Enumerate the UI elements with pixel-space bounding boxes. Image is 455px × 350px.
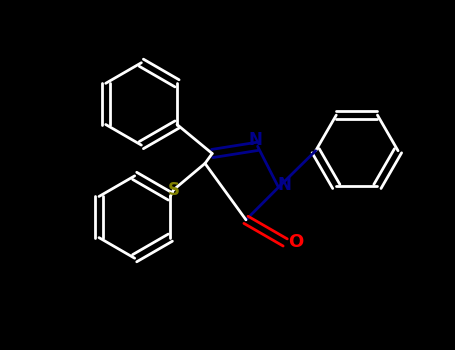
Text: N: N bbox=[248, 131, 263, 149]
Text: O: O bbox=[288, 233, 303, 251]
Text: N: N bbox=[278, 176, 292, 194]
Text: S: S bbox=[167, 181, 179, 199]
